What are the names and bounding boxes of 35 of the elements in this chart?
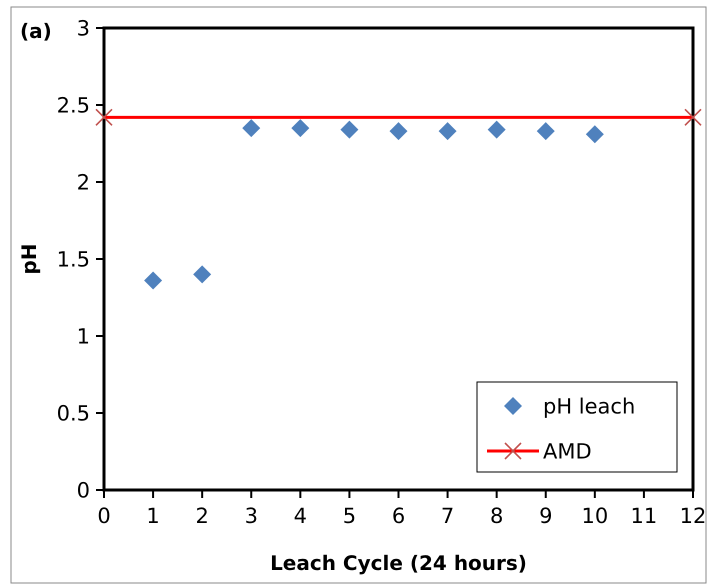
point — [488, 120, 506, 139]
text: (a) — [20, 19, 52, 43]
x-tick-label: 4 — [294, 504, 308, 528]
y-tick-label: 0.5 — [56, 401, 90, 426]
point — [242, 119, 260, 138]
legend-label: AMD — [543, 439, 592, 464]
x-tick-label: 9 — [539, 504, 552, 528]
point — [586, 125, 604, 144]
x-tick-label: 5 — [342, 504, 356, 528]
y-tick-label: 0 — [76, 478, 90, 502]
x-tick-label: 3 — [244, 504, 258, 528]
point — [390, 122, 408, 140]
point — [340, 120, 358, 139]
x-tick-label: 6 — [392, 504, 406, 528]
y-tick-label: 2.5 — [56, 93, 90, 118]
x-tick-label: 0 — [97, 504, 111, 528]
x-tick-label: 11 — [630, 504, 658, 528]
point — [144, 272, 162, 290]
x-tick-label: 12 — [680, 504, 706, 528]
point — [438, 122, 457, 140]
x-axis-title: Leach Cycle (24 hours) — [270, 551, 527, 575]
y-tick-label: 1.5 — [56, 247, 90, 272]
x-tick-label: 7 — [440, 504, 454, 528]
legend-label: pH leach — [543, 394, 636, 418]
x-tick-label: 10 — [581, 504, 608, 528]
y-axis-title: pH — [17, 243, 41, 275]
x-tick-label: 2 — [195, 504, 209, 528]
y-tick-label: 1 — [76, 324, 90, 348]
x-tick-label: 1 — [146, 504, 160, 528]
point — [291, 119, 310, 138]
point — [193, 265, 212, 284]
x-tick-label: 8 — [490, 504, 504, 528]
y-tick-label: 3 — [76, 16, 90, 40]
point — [536, 122, 555, 140]
y-tick-label: 2 — [76, 170, 90, 194]
